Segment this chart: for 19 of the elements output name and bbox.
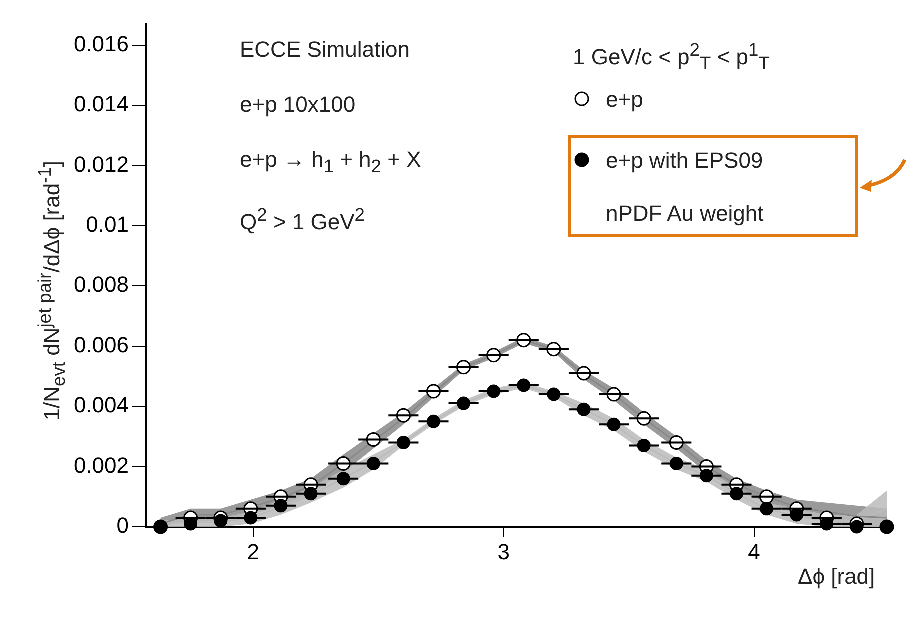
x-tick-label: 2 [247,539,260,564]
y-tick-label: 0.004 [74,392,129,418]
x-tick-label: 3 [498,539,510,564]
legend-label: e+p [606,86,644,114]
y-tick-label: 0.016 [74,31,129,56]
y-tick-label: 0.014 [74,92,129,117]
text: e+p with EPS09 nPDF Au weight [606,148,764,226]
y-tick-label: 0.006 [74,332,129,358]
annotation: Q$^{2}$ > 1 GeV$^{2}$ [240,203,365,236]
annotation: e+p 10x100 [240,91,356,119]
annotation: e+p → h$_{1}$ + h$_{2}$ + X [240,146,422,178]
x-tick-label: 4 [748,539,760,564]
y-tick-label: 0 [116,513,129,538]
y-tick-label: 0.012 [74,152,129,177]
y-tick-label: 0.002 [74,452,129,478]
x-axis-title: Δϕ [rad] [798,563,876,591]
y-tick-label: 0.008 [74,272,129,298]
y-tick-label: 0.01 [86,212,129,237]
annotation: ECCE Simulation [240,36,410,64]
